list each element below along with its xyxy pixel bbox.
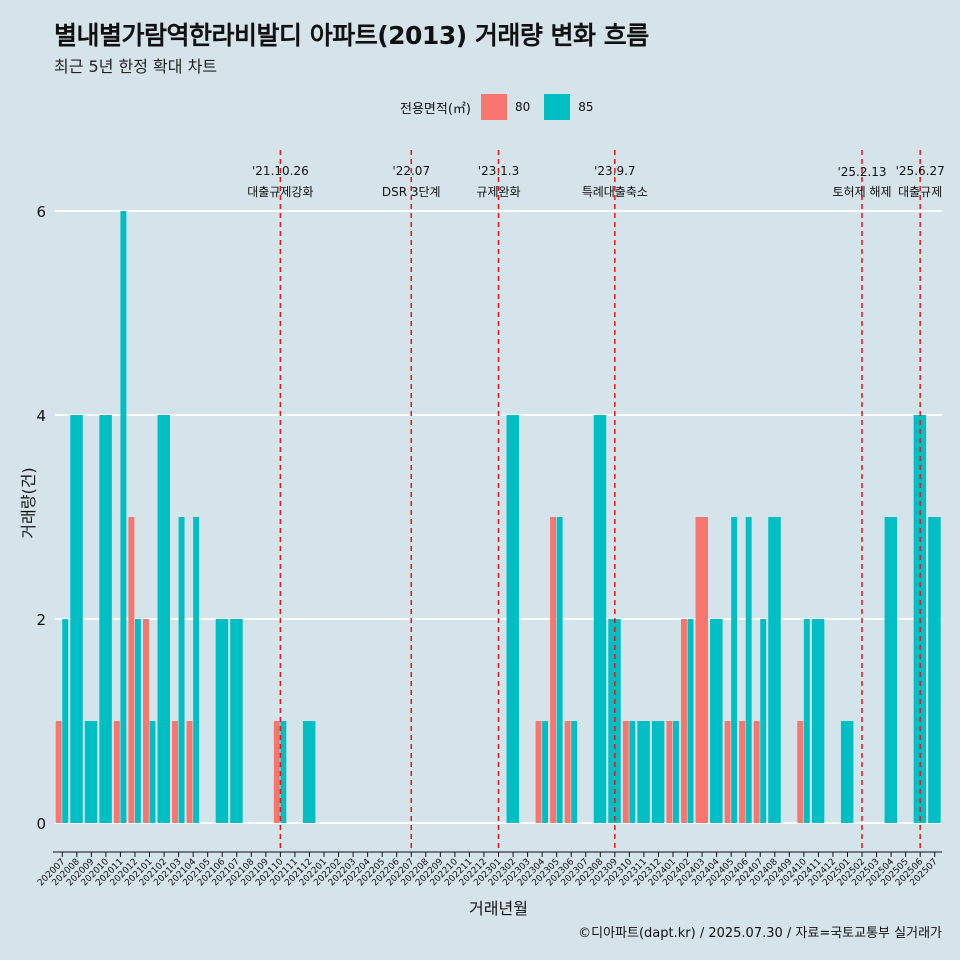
chart-subtitle: 최근 5년 한정 확대 차트 xyxy=(54,57,218,76)
bar-202103-80 xyxy=(172,721,178,823)
event-label: 규제완화 xyxy=(476,185,520,199)
event-date: '25.2.13 xyxy=(837,165,886,179)
event-lines: '21.10.26 대출규제강화 '22.07 DSR 3단계 '23.1.3 규제완화 '… xyxy=(247,150,945,852)
bar-202305-80 xyxy=(550,517,557,823)
x-axis-title: 거래년월 xyxy=(469,899,528,918)
event-date: '25.6.27 xyxy=(896,164,945,178)
y-tick-label: 2 xyxy=(36,611,46,629)
bar-202406-80 xyxy=(739,721,746,823)
bar-202106-85 xyxy=(215,619,229,823)
legend-label-80: 80 xyxy=(514,100,531,114)
bar-202507-85 xyxy=(928,517,941,823)
event-date: '23.1.3 xyxy=(478,164,519,178)
legend-key-85 xyxy=(544,94,571,120)
event-date: '23.9.7 xyxy=(594,164,635,178)
bar-202405-80 xyxy=(724,721,731,823)
bar-202102-85 xyxy=(157,415,171,823)
event-label: DSR 3단계 xyxy=(382,185,441,199)
event-label: 대출규제 xyxy=(898,185,942,199)
bar-202404-85 xyxy=(710,619,723,823)
bar-202310-85 xyxy=(629,721,636,823)
bar-202311-85 xyxy=(637,721,650,823)
bar-202308-85 xyxy=(593,415,607,823)
bar-202012-80 xyxy=(128,517,135,823)
event-date: '22.07 xyxy=(392,164,430,178)
bar-202008-85 xyxy=(70,415,83,823)
bar-202504-85 xyxy=(884,517,898,823)
chart-title: 별내별가람역한라비발디 아파트(2013) 거래량 변화 흐름 xyxy=(54,21,649,50)
bar-202403-80 xyxy=(695,517,709,823)
event-label: 토허제 해제 xyxy=(833,185,892,199)
bar-202302-85 xyxy=(506,415,519,823)
bar-202103-85 xyxy=(178,517,185,823)
source-caption: ©디아파트(dapt.kr) / 2025.07.30 / 자료=국토교통부 실… xyxy=(578,926,942,941)
bar-202407-85 xyxy=(760,619,767,823)
bar-202110-85 xyxy=(280,721,287,823)
bars xyxy=(55,211,941,823)
bar-202304-80 xyxy=(535,721,542,823)
bar-202410-80 xyxy=(797,721,804,823)
legend-key-80 xyxy=(480,94,507,120)
bar-202107-85 xyxy=(230,619,243,823)
bar-202402-85 xyxy=(687,619,694,823)
y-tick-label: 0 xyxy=(36,815,46,833)
bar-202405-85 xyxy=(731,517,738,823)
bar-202408-85 xyxy=(768,517,781,823)
bar-202401-80 xyxy=(666,721,673,823)
y-tick-label: 4 xyxy=(36,407,46,425)
bar-202411-85 xyxy=(811,619,825,823)
bar-202304-85 xyxy=(542,721,549,823)
event-label: 특례대출축소 xyxy=(582,185,648,199)
bar-202402-80 xyxy=(680,619,687,823)
bar-202011-80 xyxy=(113,721,120,823)
bar-202007-85 xyxy=(62,619,69,823)
bar-202110-80 xyxy=(273,721,280,823)
y-tick-label: 6 xyxy=(36,203,46,221)
bar-202112-85 xyxy=(302,721,316,823)
bar-202401-85 xyxy=(672,721,679,823)
bar-202104-85 xyxy=(193,517,200,823)
legend: 전용면적(㎡) 80 85 xyxy=(400,93,608,121)
bar-202406-85 xyxy=(745,517,752,823)
bar-202310-80 xyxy=(622,721,629,823)
bar-202007-80 xyxy=(55,721,62,823)
bar-202012-85 xyxy=(134,619,141,823)
bar-202101-80 xyxy=(142,619,149,823)
bar-202312-85 xyxy=(651,721,665,823)
bar-202101-85 xyxy=(149,721,156,823)
bar-202501-85 xyxy=(840,721,854,823)
legend-label-85: 85 xyxy=(578,100,594,114)
event-label: 대출규제강화 xyxy=(247,185,313,199)
legend-title: 전용면적(㎡) xyxy=(400,101,471,117)
bar-202009-85 xyxy=(84,721,98,823)
bar-202305-85 xyxy=(556,517,563,823)
axes: 2020072020082020092020102020112020122021… xyxy=(19,467,942,918)
bar-202010-85 xyxy=(99,415,112,823)
y-axis-title: 거래량(건) xyxy=(19,467,38,538)
event-date: '21.10.26 xyxy=(252,164,309,178)
bar-202011-85 xyxy=(120,211,127,823)
bar-202306-85 xyxy=(571,721,578,823)
bar-202306-80 xyxy=(564,721,571,823)
bar-202410-85 xyxy=(803,619,810,823)
bar-202104-80 xyxy=(186,721,193,823)
bar-202407-80 xyxy=(753,721,760,823)
